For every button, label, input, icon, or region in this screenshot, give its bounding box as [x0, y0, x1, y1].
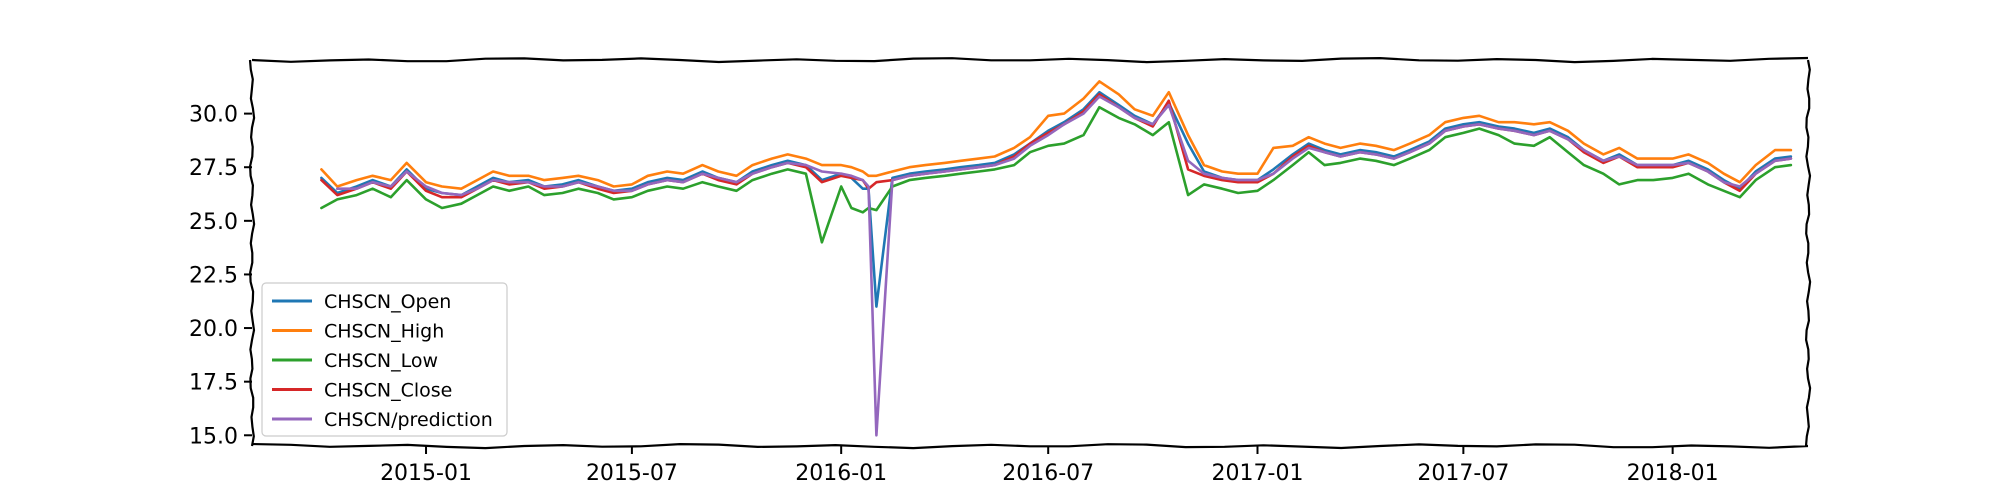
- x-axis: 2015-01 2015-07 2016-01 2016-07 2017-01 2017-…: [380, 446, 1719, 486]
- series-line-2: [320, 105, 1793, 244]
- legend-box: [261, 282, 508, 437]
- y-tick-label: 17.5: [189, 371, 238, 396]
- x-tick-label: 2017-07: [1417, 461, 1509, 486]
- x-tick-label: 2018-01: [1627, 461, 1719, 486]
- plot-frame: [248, 56, 1812, 450]
- legend-label: CHSCN_Open: [324, 291, 451, 313]
- legend-label: CHSCN_High: [324, 321, 444, 343]
- y-tick-label: 30.0: [189, 103, 238, 128]
- y-tick-label: 15.0: [189, 424, 238, 449]
- series-lines: [320, 80, 1793, 437]
- x-tick-label: 2016-07: [1002, 461, 1094, 486]
- y-tick-label: 25.0: [189, 210, 238, 235]
- series-line-4: [336, 95, 1793, 437]
- y-tick-label: 20.0: [189, 317, 238, 342]
- legend-label: CHSCN_Low: [324, 350, 438, 372]
- x-tick-label: 2016-01: [795, 461, 887, 486]
- legend-label: CHSCN/prediction: [324, 409, 493, 431]
- x-tick-label: 2017-01: [1212, 461, 1304, 486]
- y-axis: 15.0 17.5 20.0 22.5 25.0 27.5 30.0: [189, 103, 252, 449]
- x-tick-label: 2015-01: [380, 461, 472, 486]
- x-tick-label: 2015-07: [586, 461, 678, 486]
- series-line-1: [320, 80, 1793, 190]
- y-tick-label: 27.5: [189, 156, 238, 181]
- series-line-0: [320, 90, 1793, 308]
- y-tick-label: 22.5: [189, 263, 238, 288]
- legend-label: CHSCN_Close: [324, 380, 452, 402]
- legend: CHSCN_Open CHSCN_High CHSCN_Low CHSCN_Close…: [261, 282, 508, 437]
